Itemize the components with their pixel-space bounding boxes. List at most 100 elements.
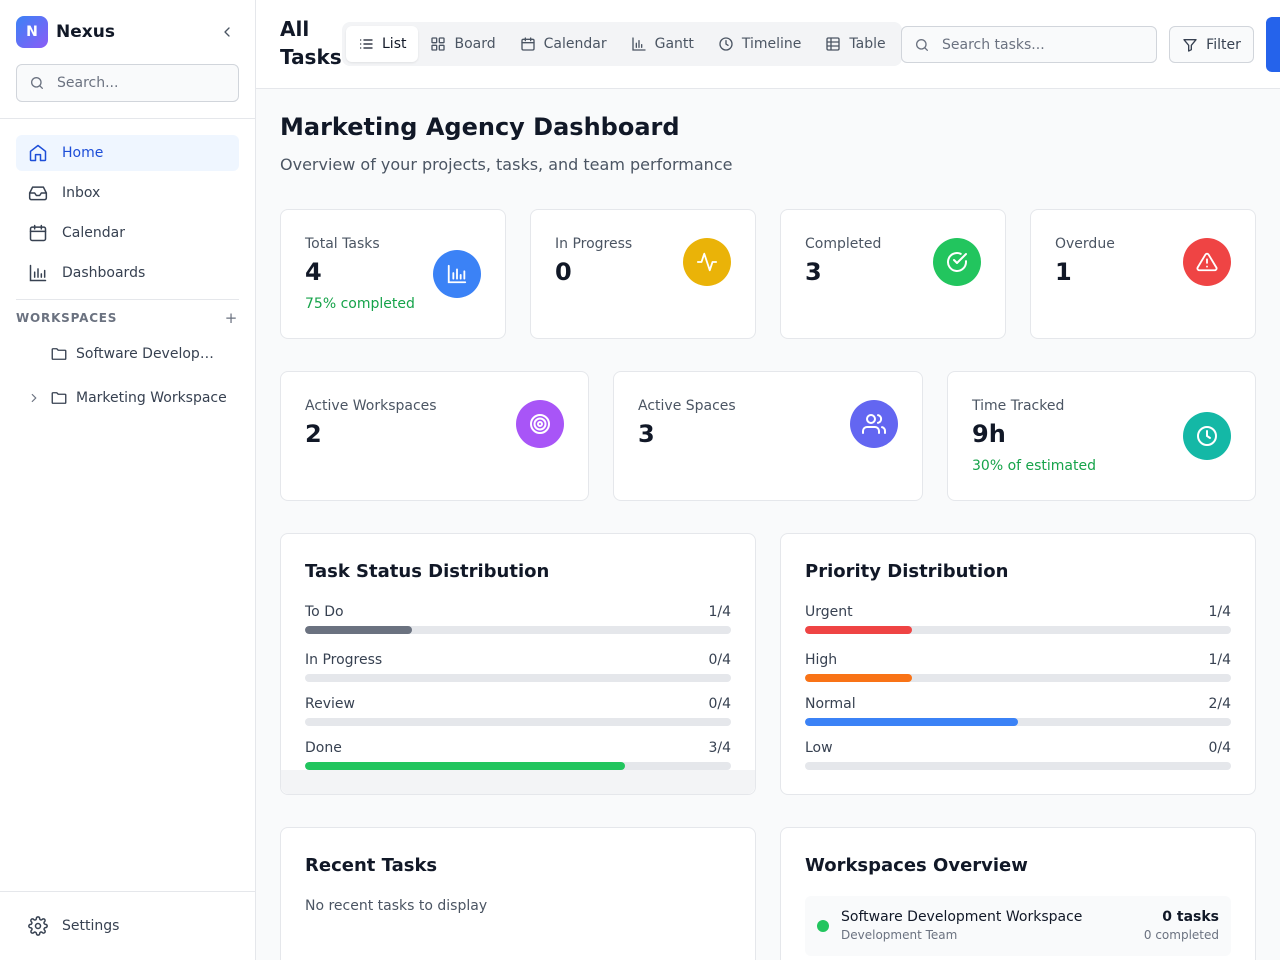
home-icon	[29, 144, 47, 162]
stat-value: 2	[305, 420, 322, 448]
activity-icon	[683, 238, 731, 286]
row-count: 0/4	[708, 652, 731, 668]
workspaces-overview: Workspaces Overview Software Development…	[780, 827, 1256, 960]
sidebar-workspace-marketing[interactable]: Marketing Workspace	[24, 382, 239, 414]
sidebar-search-input[interactable]	[57, 75, 217, 91]
stat-card-completed[interactable]: Completed 3	[780, 209, 1006, 339]
target-icon	[516, 400, 564, 448]
sidebar-search[interactable]	[16, 64, 239, 102]
stat-label: Active Workspaces	[305, 398, 437, 414]
progress-track	[305, 674, 731, 682]
tab-table[interactable]: Table	[813, 26, 897, 62]
task-status-distribution: Task Status Distribution To Do 1/4 In Pr…	[280, 533, 756, 795]
gear-icon	[28, 916, 48, 936]
progress-track	[305, 718, 731, 726]
workspaces-header: WORKSPACES +	[16, 309, 239, 327]
dashboard-subtitle: Overview of your projects, tasks, and te…	[280, 155, 733, 174]
filter-icon	[1183, 38, 1197, 52]
topbar: All Tasks List Board Calendar Gantt Time…	[256, 0, 1280, 89]
stat-label: Active Spaces	[638, 398, 736, 414]
empty-state-text: No recent tasks to display	[305, 898, 488, 914]
sidebar-workspace-software-development[interactable]: Software Development Workspace	[24, 338, 239, 370]
tab-label: Timeline	[741, 36, 802, 52]
sidebar-item-calendar[interactable]: Calendar	[16, 215, 239, 251]
progress-track	[805, 762, 1231, 770]
chevron-right-icon[interactable]	[24, 391, 44, 405]
tab-label: Board	[454, 36, 496, 52]
inbox-icon	[28, 186, 48, 201]
stat-card-active-spaces[interactable]: Active Spaces 3	[613, 371, 923, 501]
priority-row-high: High 1/4	[805, 652, 1231, 682]
workspace-overview-item[interactable]: Software Development Workspace Developme…	[805, 896, 1231, 956]
workspace-team: Development Team	[841, 928, 958, 942]
stat-card-overdue[interactable]: Overdue 1	[1030, 209, 1256, 339]
sidebar-item-label: Dashboards	[62, 265, 146, 281]
app-logo[interactable]: N	[16, 16, 48, 48]
brand: N Nexus	[16, 16, 239, 48]
stat-label: Total Tasks	[305, 236, 380, 252]
panel-title: Priority Distribution	[805, 561, 1009, 582]
tab-board[interactable]: Board	[418, 26, 507, 62]
tab-label: Gantt	[654, 36, 694, 52]
progress-track	[305, 762, 731, 770]
chevron-left-icon	[224, 27, 230, 37]
priority-row-urgent: Urgent 1/4	[805, 604, 1231, 634]
row-count: 1/4	[1208, 652, 1231, 668]
alert-triangle-icon	[1183, 238, 1231, 286]
app-name: Nexus	[56, 22, 115, 42]
progress-track	[805, 626, 1231, 634]
sidebar-item-inbox[interactable]: Inbox	[16, 175, 239, 211]
priority-row-normal: Normal 2/4	[805, 696, 1231, 726]
divider	[16, 299, 239, 300]
row-label: Low	[805, 740, 833, 756]
tab-calendar[interactable]: Calendar	[508, 26, 619, 62]
page-title: All Tasks	[280, 17, 342, 69]
stat-card-time-tracked[interactable]: Time Tracked 9h 30% of estimated	[947, 371, 1256, 501]
task-search-input[interactable]	[942, 36, 1142, 53]
stat-label: In Progress	[555, 236, 633, 252]
row-label: Review	[305, 696, 355, 712]
workspace-label: Software Development Workspace	[76, 346, 221, 362]
row-count: 1/4	[708, 604, 731, 620]
clock-icon	[1183, 412, 1231, 460]
row-label: Urgent	[805, 604, 853, 620]
priority-row-low: Low 0/4	[805, 740, 1231, 770]
sidebar-nav: Home Inbox Calendar Dashboards	[16, 135, 239, 295]
stat-card-active-workspaces[interactable]: Active Workspaces 2	[280, 371, 589, 501]
row-count: 0/4	[1208, 740, 1231, 756]
stat-card-total-tasks[interactable]: Total Tasks 4 75% completed	[280, 209, 506, 339]
view-tabs: List Board Calendar Gantt Timeline Table	[342, 22, 902, 66]
tab-timeline[interactable]: Timeline	[706, 26, 814, 62]
search-icon	[31, 77, 43, 89]
add-workspace-button[interactable]: +	[224, 309, 238, 327]
filter-button[interactable]: Filter	[1169, 26, 1254, 63]
panel-title: Recent Tasks	[305, 855, 438, 876]
task-search[interactable]	[901, 26, 1157, 63]
calendar-icon	[29, 224, 47, 242]
primary-action-button[interactable]	[1266, 17, 1280, 72]
stat-value: 1	[1055, 258, 1072, 286]
workspace-name: Software Development Workspace	[841, 909, 1083, 925]
stat-label: Overdue	[1055, 236, 1115, 252]
settings-button[interactable]: Settings	[16, 908, 239, 944]
collapse-sidebar-button[interactable]	[215, 20, 239, 44]
filter-label: Filter	[1206, 36, 1241, 53]
calendar-icon	[520, 37, 535, 51]
progress-fill	[305, 626, 412, 634]
table-icon	[826, 37, 841, 51]
stat-note: 75% completed	[305, 296, 415, 312]
tab-list[interactable]: List	[346, 26, 419, 62]
stat-value: 9h	[972, 420, 1006, 448]
row-label: Normal	[805, 696, 856, 712]
progress-fill	[805, 626, 912, 634]
panel-title: Workspaces Overview	[805, 855, 1028, 876]
clock-icon	[719, 37, 733, 51]
sidebar-item-home[interactable]: Home	[16, 135, 239, 171]
sidebar-item-dashboards[interactable]: Dashboards	[16, 255, 239, 291]
tab-gantt[interactable]: Gantt	[619, 26, 706, 62]
status-row-review: Review 0/4	[305, 696, 731, 726]
check-circle-icon	[933, 238, 981, 286]
divider	[0, 118, 255, 119]
stat-card-in-progress[interactable]: In Progress 0	[530, 209, 756, 339]
sidebar-item-label: Calendar	[62, 225, 125, 241]
